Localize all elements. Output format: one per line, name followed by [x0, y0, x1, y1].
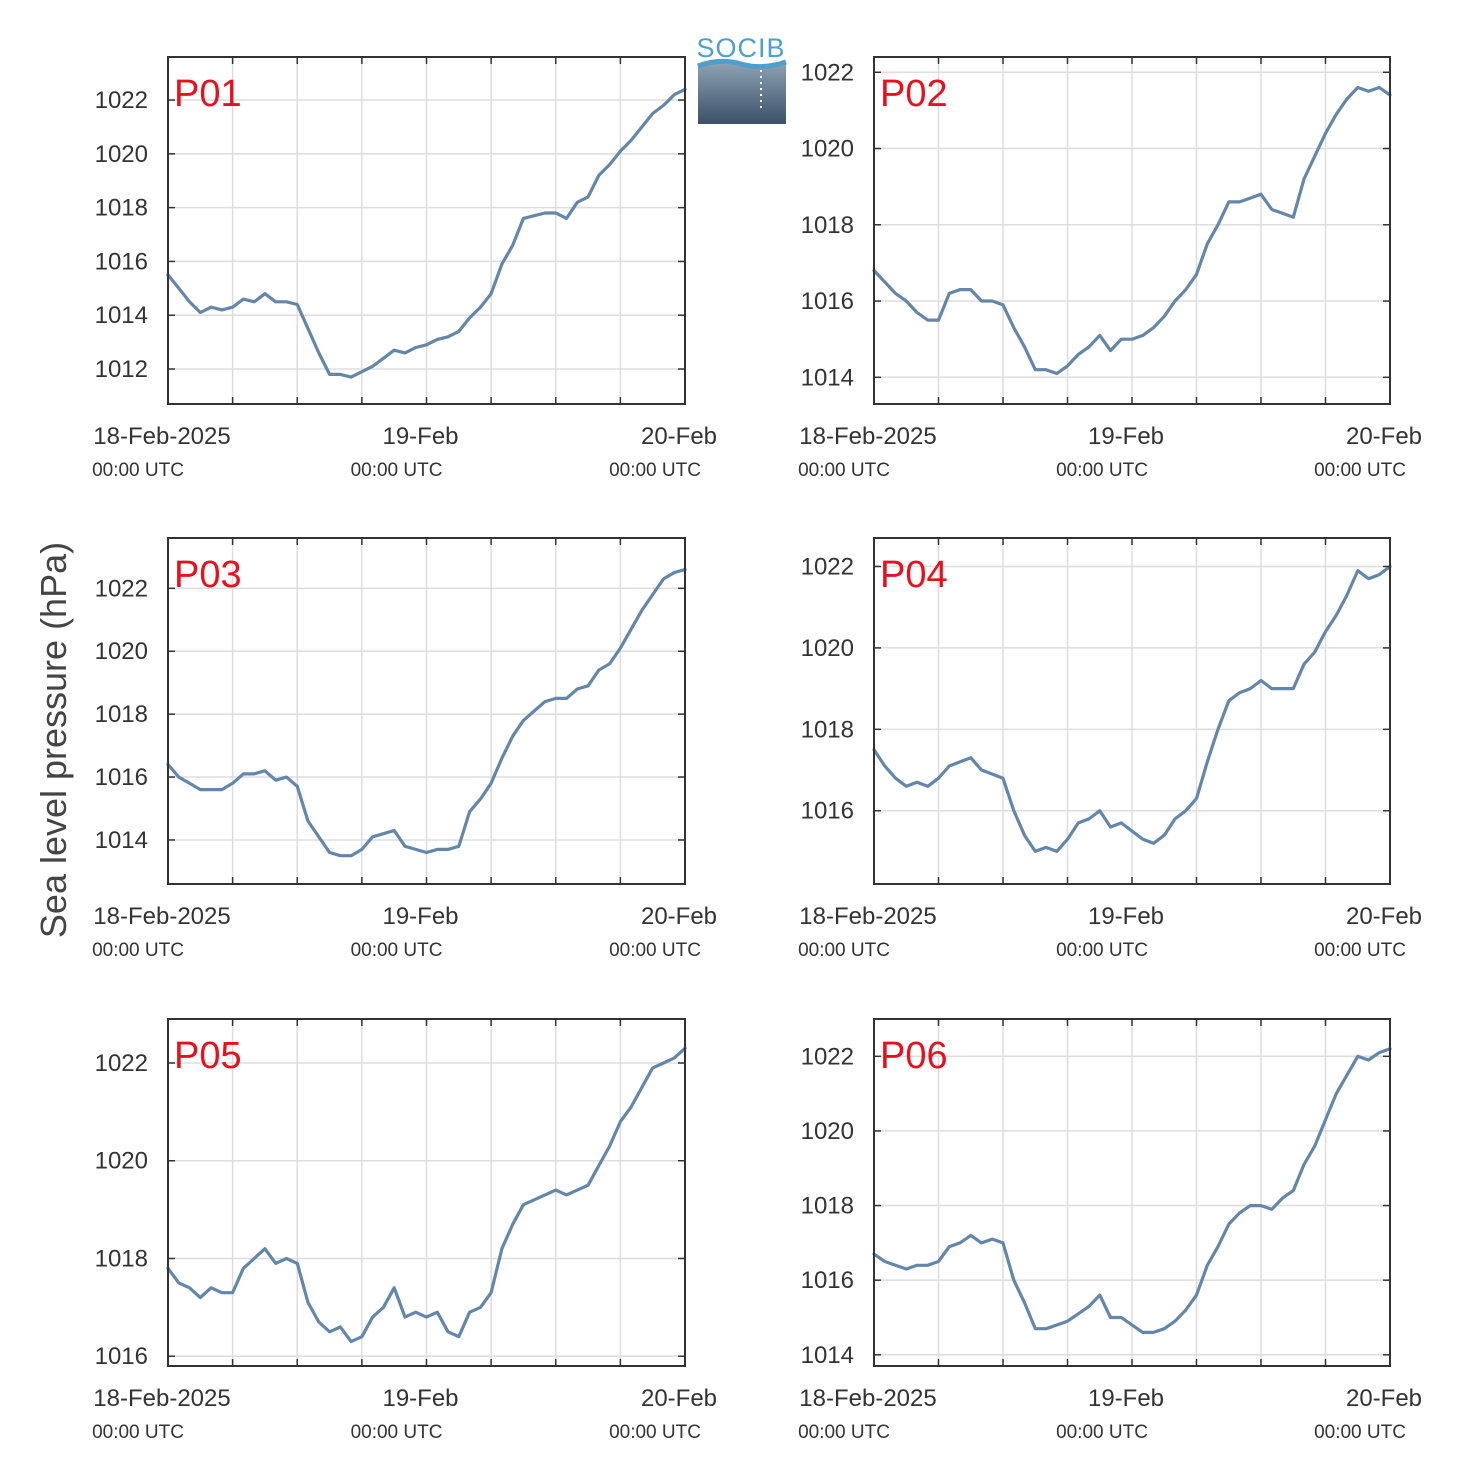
x-tick-sublabel: 00:00 UTC [92, 940, 184, 961]
y-tick-label: 1016 [801, 798, 854, 825]
x-tick-sublabel: 00:00 UTC [1056, 1422, 1148, 1443]
pressure-series-line [166, 1046, 687, 1344]
panels: 1012 1014 1016 1018 1020 1022 18-Feb-2025 00:00… [92, 56, 1422, 1443]
y-tick-label: 1016 [95, 764, 148, 791]
y-tick-label: 1012 [95, 356, 148, 383]
y-tick-label: 1020 [801, 1118, 854, 1145]
x-tick-sublabel: 00:00 UTC [351, 940, 443, 961]
x-tick-sublabel: 00:00 UTC [92, 460, 184, 481]
x-tick-sublabel: 00:00 UTC [1056, 940, 1148, 961]
x-tick-label: 20-Feb [641, 1385, 717, 1412]
x-tick-label: 19-Feb [1088, 423, 1164, 450]
x-tick-sublabel: 00:00 UTC [609, 1422, 701, 1443]
x-tick-sublabel: 00:00 UTC [351, 1422, 443, 1443]
x-tick-sublabel: 00:00 UTC [1314, 1422, 1406, 1443]
chart-panel-p01: 1012 1014 1016 1018 1020 1022 18-Feb-2025 00:00… [92, 56, 717, 481]
logo-wave-top-icon [697, 58, 787, 70]
chart-panel-p02: 1014 1016 1018 1020 1022 18-Feb-2025 00:00 UTC… [798, 56, 1422, 481]
panel-label: P03 [174, 554, 242, 596]
chart-panel-p06: 1014 1016 1018 1020 1022 18-Feb-2025 00:00 UTC… [798, 1018, 1422, 1443]
y-tick-label: 1014 [801, 364, 854, 391]
panel-label: P04 [880, 554, 948, 596]
y-tick-label: 1022 [95, 575, 148, 602]
x-tick-label: 20-Feb [1346, 423, 1422, 450]
y-tick-label: 1020 [95, 141, 148, 168]
y-tick-label: 1022 [95, 1050, 148, 1077]
pressure-series-line [872, 1047, 1392, 1335]
x-tick-label: 18-Feb-2025 [799, 1385, 936, 1412]
x-tick-sublabel: 00:00 UTC [798, 1422, 890, 1443]
panel-label: P01 [174, 73, 242, 115]
y-tick-label: 1022 [95, 87, 148, 114]
y-tick-label: 1022 [801, 553, 854, 580]
y-tick-label: 1018 [95, 701, 148, 728]
x-tick-sublabel: 00:00 UTC [351, 460, 443, 481]
panel-label: P05 [174, 1035, 242, 1077]
x-tick-sublabel: 00:00 UTC [1314, 940, 1406, 961]
x-tick-sublabel: 00:00 UTC [92, 1422, 184, 1443]
x-tick-label: 20-Feb [1346, 1385, 1422, 1412]
y-tick-label: 1022 [801, 59, 854, 86]
y-tick-label: 1020 [801, 635, 854, 662]
y-tick-label: 1018 [801, 212, 854, 239]
x-tick-sublabel: 00:00 UTC [609, 460, 701, 481]
y-tick-label: 1016 [95, 248, 148, 275]
y-tick-label: 1020 [95, 638, 148, 665]
y-tick-label: 1022 [801, 1043, 854, 1070]
y-tick-label: 1014 [95, 827, 148, 854]
y-axis-label: Sea level pressure (hPa) [33, 542, 74, 938]
x-tick-sublabel: 00:00 UTC [609, 940, 701, 961]
chart-panel-p03: 1014 1016 1018 1020 1022 18-Feb-2025 00:00 UTC… [92, 537, 717, 961]
y-tick-label: 1018 [801, 1193, 854, 1220]
pressure-series-line [166, 567, 687, 858]
x-tick-label: 18-Feb-2025 [799, 903, 936, 930]
x-tick-label: 20-Feb [1346, 903, 1422, 930]
y-tick-label: 1016 [801, 1267, 854, 1294]
x-tick-label: 19-Feb [1088, 1385, 1164, 1412]
x-tick-label: 19-Feb [382, 1385, 458, 1412]
y-tick-label: 1018 [801, 716, 854, 743]
x-tick-label: 20-Feb [641, 903, 717, 930]
y-tick-label: 1016 [801, 288, 854, 315]
x-tick-label: 18-Feb-2025 [93, 1385, 230, 1412]
x-tick-sublabel: 00:00 UTC [1314, 460, 1406, 481]
pressure-series-line [872, 85, 1392, 376]
panel-label: P06 [880, 1035, 948, 1077]
x-tick-label: 19-Feb [382, 423, 458, 450]
y-tick-label: 1018 [95, 1245, 148, 1272]
x-tick-label: 18-Feb-2025 [93, 903, 230, 930]
chart-panel-p05: 1016 1018 1020 1022 18-Feb-2025 00:00 UTC 19-F… [92, 1018, 717, 1443]
y-tick-label: 1018 [95, 195, 148, 222]
pressure-series-line [166, 87, 687, 379]
y-tick-label: 1020 [95, 1148, 148, 1175]
socib-logo: SOCIB [696, 33, 787, 124]
x-tick-label: 20-Feb [641, 423, 717, 450]
x-tick-label: 18-Feb-2025 [799, 423, 936, 450]
x-tick-label: 18-Feb-2025 [93, 423, 230, 450]
y-tick-label: 1016 [95, 1343, 148, 1370]
y-tick-label: 1014 [801, 1342, 854, 1369]
x-tick-sublabel: 00:00 UTC [1056, 460, 1148, 481]
pressure-series-line [872, 564, 1392, 854]
logo-text: SOCIB [696, 33, 785, 63]
y-tick-label: 1014 [95, 302, 148, 329]
x-tick-sublabel: 00:00 UTC [798, 940, 890, 961]
chart-panel-p04: 1016 1018 1020 1022 18-Feb-2025 00:00 UTC 19-F… [798, 537, 1422, 961]
x-tick-label: 19-Feb [382, 903, 458, 930]
y-tick-label: 1020 [801, 136, 854, 163]
logo-wave-icon [698, 61, 786, 124]
x-tick-sublabel: 00:00 UTC [798, 460, 890, 481]
panel-label: P02 [880, 73, 948, 115]
x-tick-label: 19-Feb [1088, 903, 1164, 930]
